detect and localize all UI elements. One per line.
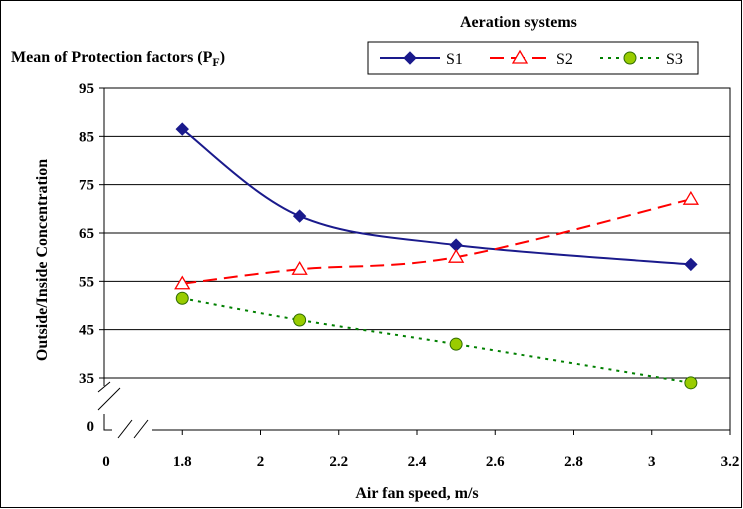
- series-s1: [175, 122, 698, 272]
- data-point: [293, 313, 307, 327]
- data-point: [175, 122, 189, 136]
- data-point: [449, 337, 463, 351]
- y-axis-ticks: 35 45 55 65 75 85 95: [79, 81, 104, 387]
- x-tick-label: 2.2: [329, 454, 348, 470]
- legend-title: Aeration systems: [460, 14, 577, 31]
- series-line: [182, 297, 692, 384]
- y-tick-label: 95: [79, 81, 94, 97]
- x-tick-label: 3: [648, 454, 656, 470]
- series-s3: [175, 291, 698, 390]
- data-point: [292, 209, 307, 223]
- legend-entry-s1: S1: [380, 51, 463, 68]
- x-axis-ticks: 1.8 2 2.2 2.4 2.6 2.8 3 3.2: [173, 430, 740, 470]
- legend-marker: [511, 49, 529, 64]
- legend-label: S2: [556, 51, 573, 68]
- series-s2: [174, 190, 700, 290]
- x-tick-label: 3.2: [721, 454, 740, 470]
- x-tick-label: 1.8: [173, 454, 192, 470]
- series-line: [182, 198, 692, 285]
- y-axis-label: Outside/Inside Concentration: [34, 159, 51, 361]
- data-point: [684, 376, 698, 390]
- y-tick-label: 55: [79, 274, 94, 290]
- series-line: [181, 128, 691, 266]
- legend-label: S1: [446, 51, 463, 68]
- series-layer: [174, 122, 700, 390]
- gridlines: [104, 135, 730, 379]
- x-tick-label: 2.8: [564, 454, 583, 470]
- x-tick-label: 2: [257, 454, 265, 470]
- data-point: [291, 260, 308, 275]
- data-point: [684, 257, 698, 272]
- y-origin-label: 0: [87, 419, 95, 435]
- legend-marker: [623, 51, 637, 65]
- x-tick-label: 2.6: [486, 454, 505, 470]
- y-tick-label: 65: [79, 226, 94, 242]
- data-point: [447, 248, 465, 263]
- legend-label: S3: [666, 51, 683, 68]
- x-tick-label: 2.4: [408, 454, 427, 470]
- legend-entry-s3: S3: [600, 51, 683, 68]
- legend: S1 S2 S3: [367, 41, 699, 75]
- axis-break-mark: [96, 381, 152, 439]
- y-tick-label: 75: [79, 178, 94, 194]
- x-axis-label: Air fan speed, m/s: [355, 485, 478, 502]
- y-tick-label: 35: [79, 371, 94, 387]
- data-point: [682, 190, 700, 205]
- data-point: [174, 275, 191, 290]
- y-tick-label: 45: [79, 323, 94, 339]
- chart-title: Mean of Protection factors (PF): [11, 49, 225, 69]
- plot-area: [103, 87, 731, 431]
- legend-entry-s2: S2: [490, 49, 573, 68]
- y-tick-label: 85: [79, 129, 94, 145]
- x-origin-label: 0: [102, 454, 110, 470]
- data-point: [175, 291, 189, 305]
- legend-marker: [403, 51, 417, 65]
